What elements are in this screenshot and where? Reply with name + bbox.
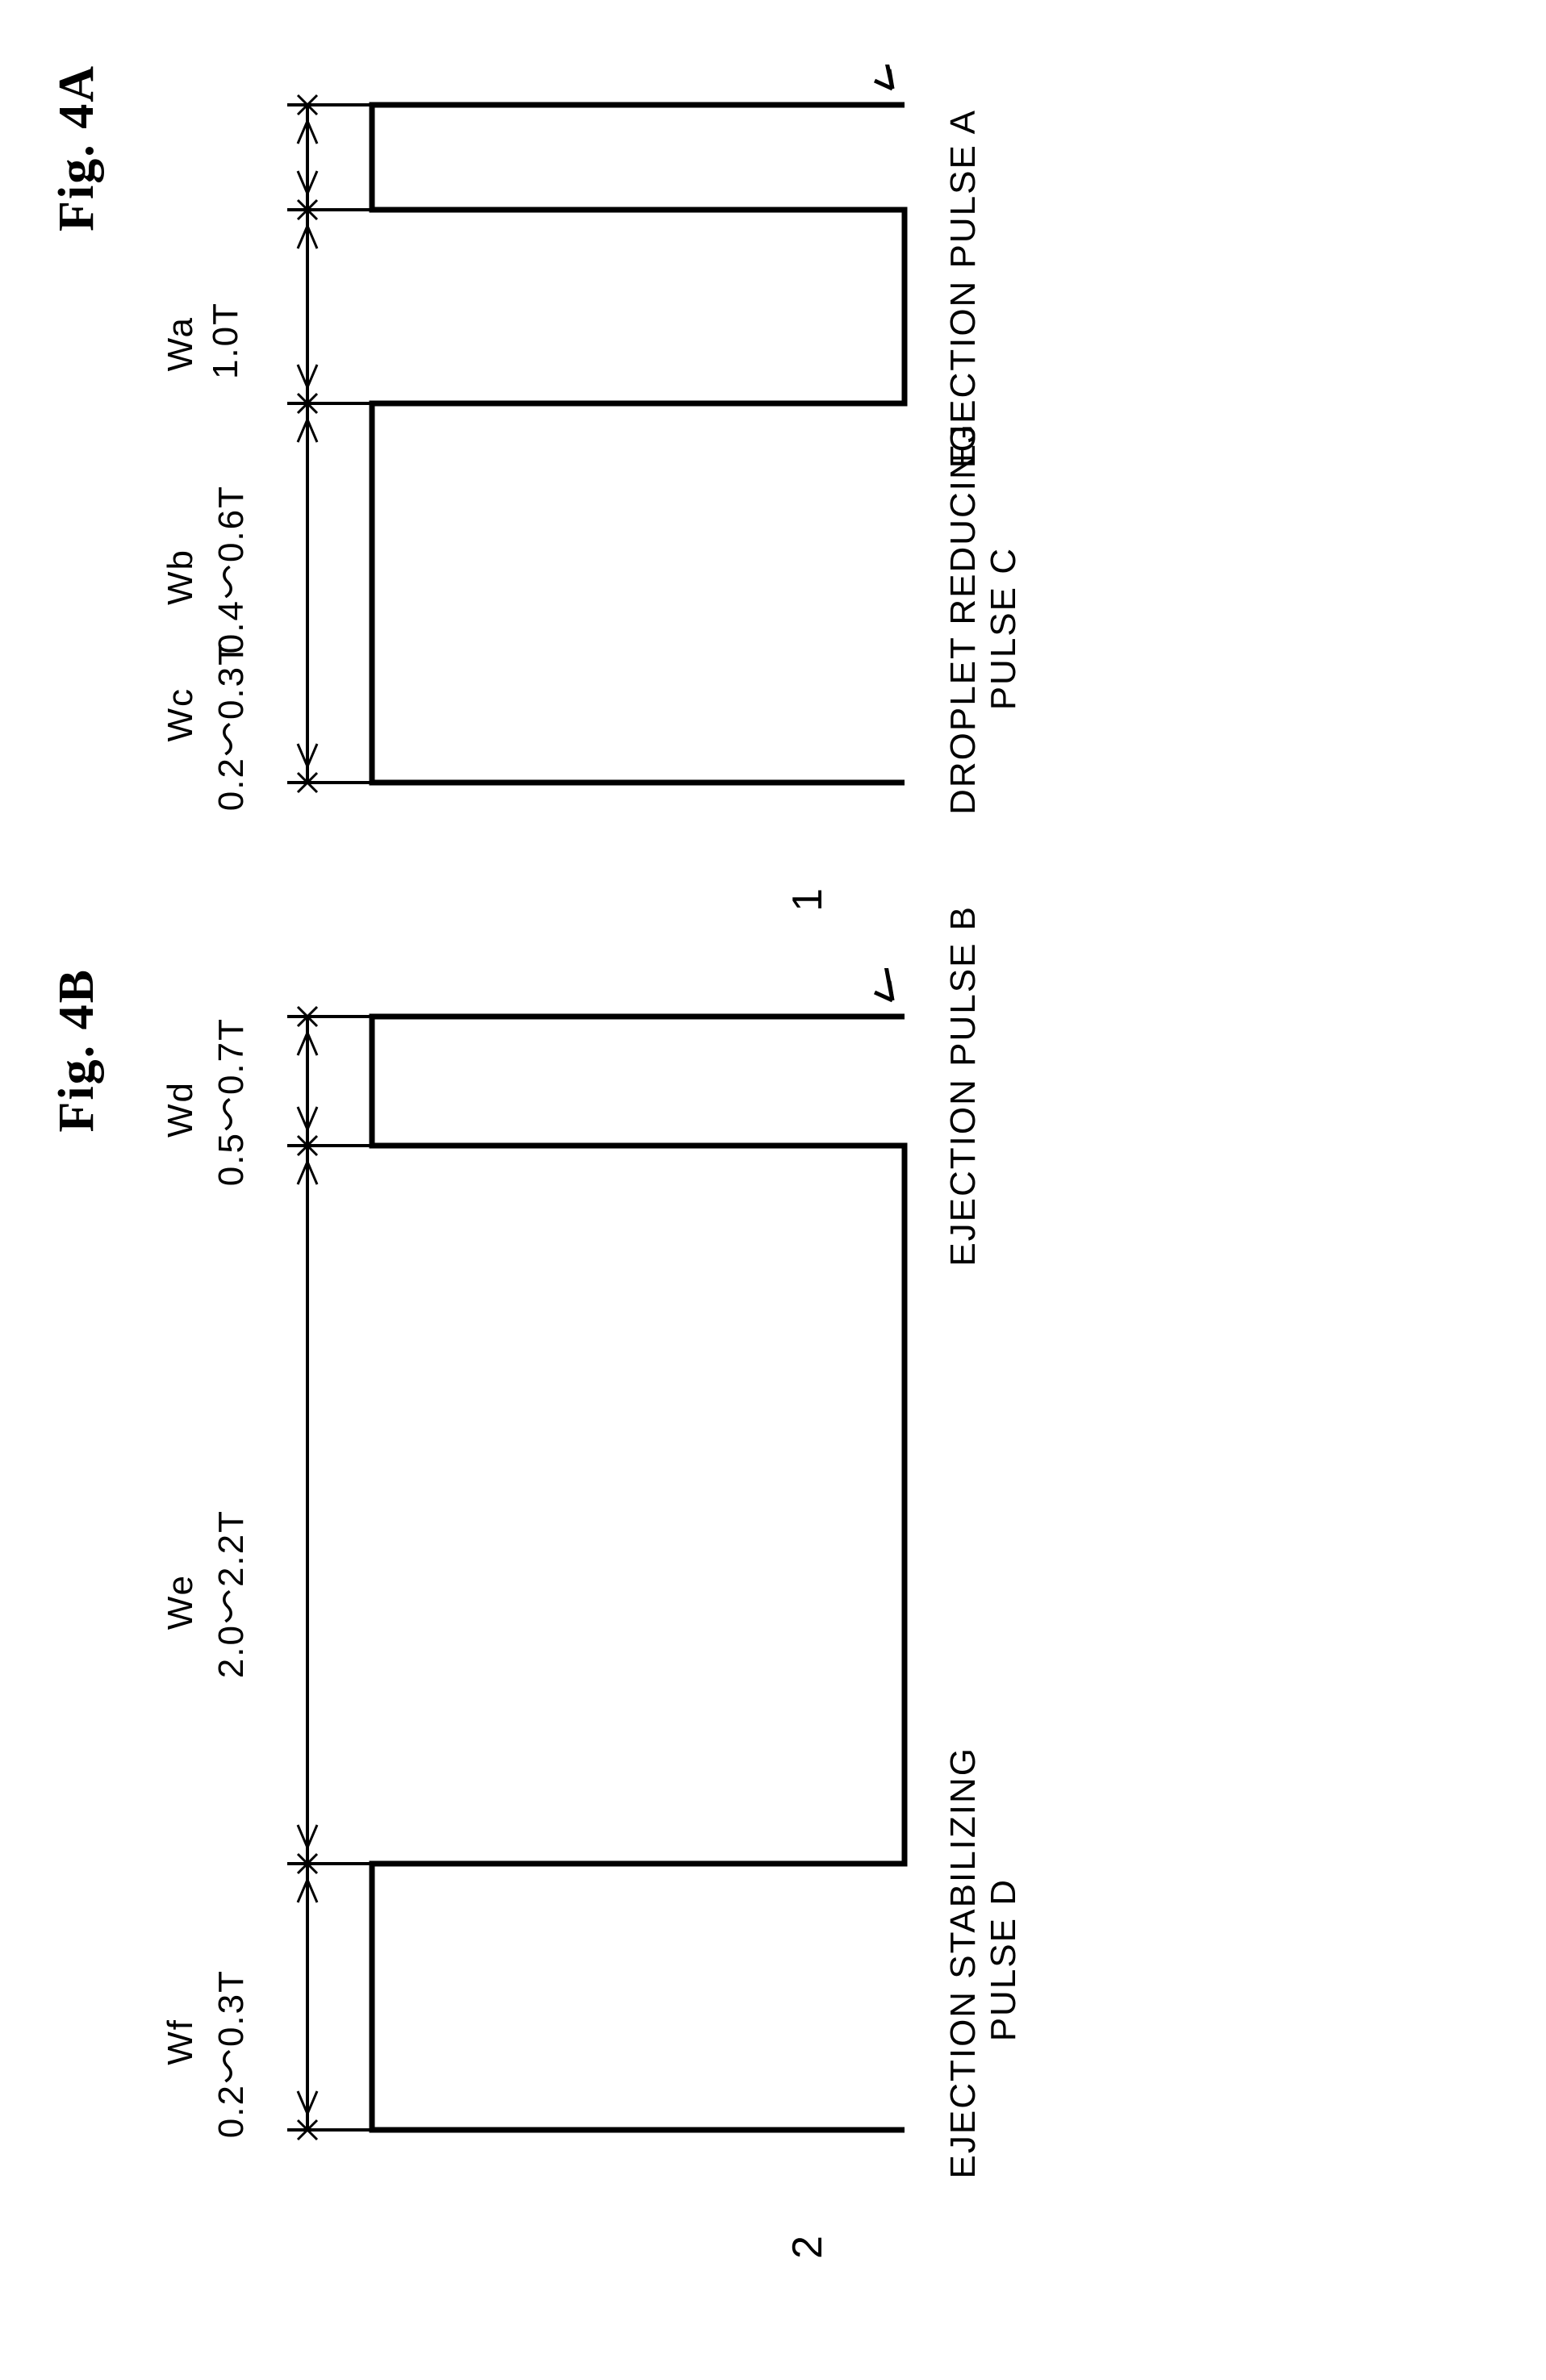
we-name: We: [161, 1574, 201, 1630]
wb-value: 0.4～0.6T: [206, 485, 257, 653]
figure-4b-diagram: Wd 0.5～0.7T We 2.0～2.2T Wf 0.2～0.3T EJEC…: [203, 968, 993, 2154]
ejection-pulse-a-label: EJECTION PULSE A: [943, 109, 984, 468]
wc-value: 0.2～0.3T: [206, 642, 257, 811]
wf-value: 0.2～0.3T: [206, 1969, 257, 2138]
figure-4b-block: Fig. 4B Wd 0.5～0.7T We 2.0～2.2T Wf 0.2～0…: [48, 968, 1498, 2154]
figure-4b-svg: [203, 968, 993, 2154]
wa-value: 1.0T: [206, 302, 246, 379]
figure-4b-ref-numeral: 2: [783, 2236, 832, 2259]
wd-value: 0.5～0.7T: [206, 1017, 257, 1186]
figure-4b-label: Fig. 4B: [48, 968, 106, 1164]
ejection-stabilizing-line2: PULSE D: [984, 1878, 1024, 2041]
ejection-pulse-b-label: EJECTION PULSE B: [943, 905, 984, 1267]
we-value: 2.0～2.2T: [206, 1509, 257, 1678]
figure-4a-block: Fig. 4A Wa 1.0T Wb 0.4～0.6T Wc 0.2～0.3T …: [48, 65, 1498, 807]
wc-name: Wc: [161, 687, 201, 742]
figure-4a-svg: [203, 65, 993, 807]
wf-name: Wf: [161, 2019, 201, 2065]
wb-name: Wb: [161, 549, 201, 605]
figure-4a-ref-numeral: 1: [783, 888, 832, 912]
wa-name: Wa: [161, 316, 201, 371]
figure-4a-diagram: Wa 1.0T Wb 0.4～0.6T Wc 0.2～0.3T EJECTION…: [203, 65, 993, 807]
wd-name: Wd: [161, 1081, 201, 1138]
pulse-4a-group: [203, 65, 993, 807]
figure-4a-label: Fig. 4A: [48, 65, 106, 264]
droplet-reducing-line2: PULSE C: [984, 547, 1024, 710]
droplet-reducing-line1: DROPLET REDUCING: [943, 423, 984, 815]
ejection-stabilizing-line1: EJECTION STABILIZING: [943, 1747, 984, 2178]
